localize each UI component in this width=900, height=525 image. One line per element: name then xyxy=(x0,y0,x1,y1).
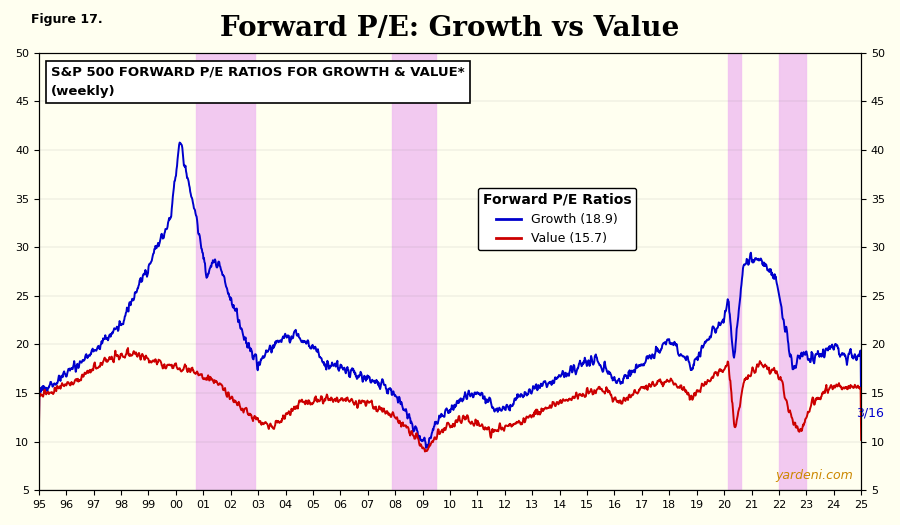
Legend: Growth (18.9), Value (15.7): Growth (18.9), Value (15.7) xyxy=(478,188,636,250)
Text: Figure 17.: Figure 17. xyxy=(31,14,103,26)
Title: Forward P/E: Growth vs Value: Forward P/E: Growth vs Value xyxy=(220,15,680,42)
Bar xyxy=(196,52,256,490)
Bar xyxy=(728,52,741,490)
Text: 3/16: 3/16 xyxy=(856,407,884,420)
Bar xyxy=(778,52,806,490)
Text: yardeni.com: yardeni.com xyxy=(775,468,853,481)
Bar xyxy=(392,52,436,490)
Text: S&P 500 FORWARD P/E RATIOS FOR GROWTH & VALUE*
(weekly): S&P 500 FORWARD P/E RATIOS FOR GROWTH & … xyxy=(51,66,464,98)
